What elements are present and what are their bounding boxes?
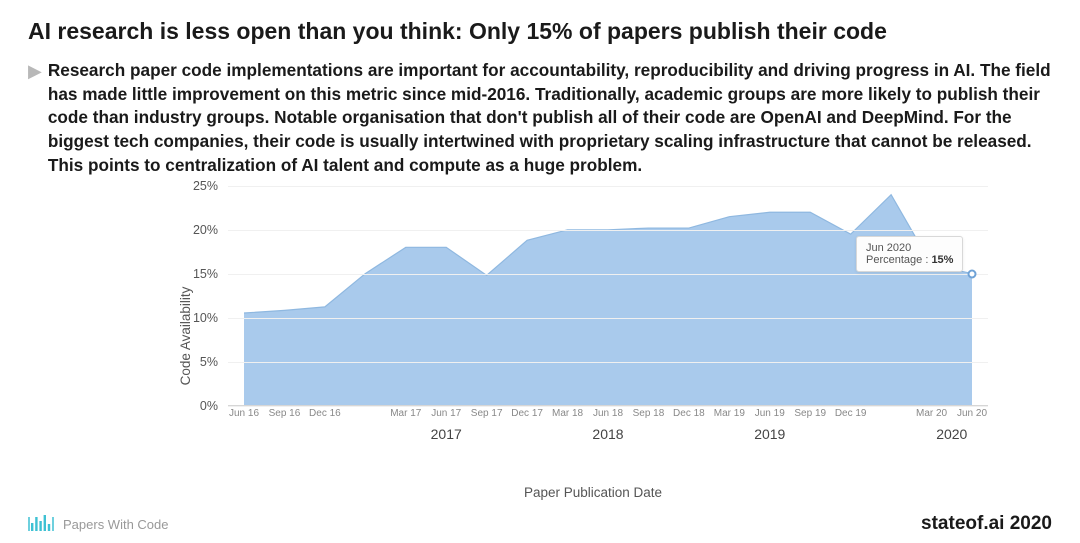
logo-text: Papers With Code: [63, 517, 169, 532]
x-tick: Sep 16: [269, 408, 301, 419]
y-axis-ticks: 0%5%10%15%20%25%: [178, 186, 224, 406]
x-tick: Sep 18: [633, 408, 665, 419]
x-tick: Mar 18: [552, 408, 583, 419]
x-tick: Jun 20: [957, 408, 987, 419]
page-title: AI research is less open than you think:…: [28, 18, 1052, 45]
x-tick: Sep 19: [794, 408, 826, 419]
x-tick: Jun 17: [431, 408, 461, 419]
y-tick: 15%: [193, 267, 218, 281]
tooltip: Jun 2020Percentage : 15%: [856, 236, 963, 272]
x-tick: Dec 16: [309, 408, 341, 419]
x-tick: Dec 18: [673, 408, 705, 419]
year-label: 2020: [936, 426, 967, 442]
x-tick: Jun 18: [593, 408, 623, 419]
x-tick: Sep 17: [471, 408, 503, 419]
x-tick: Mar 17: [390, 408, 421, 419]
x-axis-ticks: Jun 16 Sep 16 Dec 16 Mar 17 Jun 17 Sep 17 Dec …: [228, 408, 988, 424]
tooltip-label: Percentage :: [866, 254, 931, 266]
source-logo: Papers With Code: [28, 515, 169, 533]
x-tick: Mar 20: [916, 408, 947, 419]
x-tick: Mar 19: [714, 408, 745, 419]
plot-area: Jun 2020Percentage : 15%: [228, 186, 988, 406]
x-tick: Dec 19: [835, 408, 867, 419]
year-label: 2018: [592, 426, 623, 442]
tooltip-title: Jun 2020: [866, 242, 911, 254]
expand-caret-icon: ▶: [28, 61, 42, 82]
x-tick: Jun 16: [229, 408, 259, 419]
x-axis-year-labels: 2017 2018 2019 2020: [228, 426, 988, 444]
y-tick: 10%: [193, 311, 218, 325]
tooltip-value: 15%: [931, 254, 953, 266]
description-row: ▶ Research paper code implementations ar…: [28, 59, 1052, 178]
data-point-marker: [968, 269, 977, 278]
x-axis-label: Paper Publication Date: [524, 485, 662, 500]
y-tick: 0%: [200, 399, 218, 413]
y-tick: 25%: [193, 179, 218, 193]
y-tick: 5%: [200, 355, 218, 369]
x-tick: Jun 19: [755, 408, 785, 419]
year-label: 2017: [431, 426, 462, 442]
report-source: stateof.ai 2020: [921, 513, 1052, 535]
code-availability-chart: Code Availability 0%5%10%15%20%25% Jun 2…: [178, 186, 1008, 486]
page-description: Research paper code implementations are …: [48, 59, 1052, 178]
y-tick: 20%: [193, 223, 218, 237]
footer: Papers With Code stateof.ai 2020: [28, 513, 1052, 535]
year-label: 2019: [754, 426, 785, 442]
x-tick: Dec 17: [511, 408, 543, 419]
area-svg: [228, 186, 988, 405]
bars-icon: [28, 515, 56, 533]
